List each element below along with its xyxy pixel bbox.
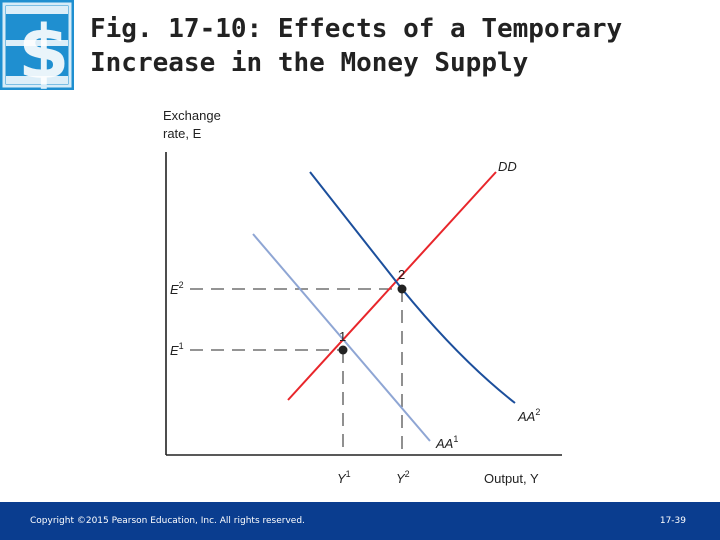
y-axis-label-line-1: Exchange: [163, 108, 221, 123]
y2-tick-text: Y: [396, 471, 406, 486]
aa1-label: AA1: [435, 434, 458, 451]
e1-tick-sup: 1: [179, 341, 184, 351]
e1-tick-label: E1: [170, 341, 184, 358]
aa1-label-sup: 1: [453, 434, 458, 444]
x-axis-label: Output, Y: [484, 471, 539, 486]
y2-tick-sup: 2: [405, 469, 410, 479]
slide-title: Fig. 17-10: Effects of a Temporary Incre…: [90, 12, 710, 80]
dollar-sign-icon: $: [0, 0, 74, 90]
slide-title-line-2: Increase in the Money Supply: [90, 48, 529, 78]
aa1-curve: [252, 233, 431, 442]
footer-bar: Copyright ©2015 Pearson Education, Inc. …: [0, 502, 720, 540]
y2-tick-label: Y2: [396, 469, 410, 486]
equilibrium-point-1: [338, 345, 348, 355]
svg-text:$: $: [18, 10, 70, 90]
aa2-label: AA2: [517, 407, 540, 424]
dd-aa-diagram: Exchange rate, E Output, Y DD AA1 AA2 1 …: [163, 108, 562, 486]
y1-tick-label: Y1: [337, 469, 351, 486]
e2-tick-sup: 2: [179, 280, 184, 290]
y1-tick-sup: 1: [346, 469, 351, 479]
dollar-logo: $: [0, 0, 74, 90]
aa1-label-text: AA: [435, 436, 453, 451]
point-2-label: 2: [398, 267, 405, 282]
y1-tick-text: Y: [337, 471, 347, 486]
e2-tick-text: E: [170, 282, 179, 297]
slide-title-line-1: Fig. 17-10: Effects of a Temporary: [90, 14, 623, 44]
equilibrium-point-2: [397, 284, 407, 294]
aa2-label-sup: 2: [535, 407, 540, 417]
y-axis-label-line-2: rate, E: [163, 126, 202, 141]
slide-number: 17-39: [659, 516, 686, 526]
copyright-text: Copyright ©2015 Pearson Education, Inc. …: [30, 516, 305, 526]
aa2-curve: [309, 171, 516, 404]
e2-tick-label: E2: [170, 280, 184, 297]
dd-label: DD: [498, 159, 517, 174]
point-1-label: 1: [339, 329, 346, 344]
aa2-label-text: AA: [517, 409, 535, 424]
e1-tick-text: E: [170, 343, 179, 358]
dd-curve: [287, 171, 497, 401]
